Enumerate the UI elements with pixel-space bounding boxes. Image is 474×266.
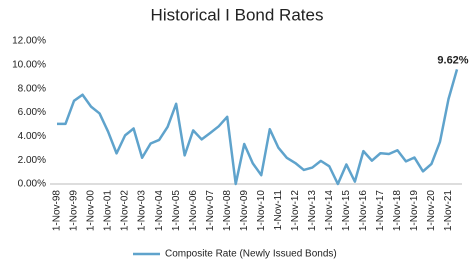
x-tick-label: 1-Nov-99 xyxy=(69,190,80,232)
x-tick-label: 1-Nov-14 xyxy=(324,190,335,232)
x-tick-label: 1-Nov-08 xyxy=(222,190,233,232)
y-tick-label: 0.00% xyxy=(18,179,46,190)
x-tick-label: 1-Nov-03 xyxy=(137,190,148,232)
x-tick-label: 1-Nov-15 xyxy=(341,190,352,232)
x-tick-label: 1-Nov-18 xyxy=(392,190,403,232)
x-tick-label: 1-Nov-06 xyxy=(188,190,199,232)
x-tick-label: 1-Nov-09 xyxy=(239,190,250,232)
x-tick-label: 1-Nov-10 xyxy=(256,190,267,232)
x-tick-label: 1-Nov-13 xyxy=(307,190,318,232)
y-tick-label: 4.00% xyxy=(18,131,46,142)
x-tick-label: 1-Nov-16 xyxy=(358,190,369,232)
legend-label: Composite Rate (Newly Issued Bonds) xyxy=(165,249,337,260)
x-tick-label: 1-Nov-19 xyxy=(409,190,420,232)
y-tick-label: 2.00% xyxy=(18,155,46,166)
x-tick-label: 1-Nov-01 xyxy=(103,190,114,232)
data-label: 9.62% xyxy=(437,54,468,66)
x-tick-label: 1-Nov-00 xyxy=(86,190,97,232)
x-tick-label: 1-Nov-05 xyxy=(171,190,182,232)
chart-title: Historical I Bond Rates xyxy=(151,5,324,24)
x-tick-label: 1-Nov-21 xyxy=(443,190,454,232)
x-tick-label: 1-Nov-02 xyxy=(120,190,131,232)
y-tick-label: 6.00% xyxy=(18,107,46,118)
x-tick-label: 1-Nov-17 xyxy=(375,190,386,232)
y-tick-label: 10.00% xyxy=(12,59,46,70)
series-line xyxy=(57,69,459,186)
y-tick-label: 12.00% xyxy=(12,36,46,47)
x-tick-label: 1-Nov-07 xyxy=(205,190,216,232)
x-tick-label: 1-Nov-12 xyxy=(290,190,301,232)
x-tick-label: 1-Nov-98 xyxy=(52,190,63,232)
x-tick-label: 1-Nov-04 xyxy=(154,190,165,232)
x-tick-label: 1-Nov-20 xyxy=(426,190,437,232)
x-tick-label: 1-Nov-11 xyxy=(273,190,284,231)
y-tick-label: 8.00% xyxy=(18,83,46,94)
